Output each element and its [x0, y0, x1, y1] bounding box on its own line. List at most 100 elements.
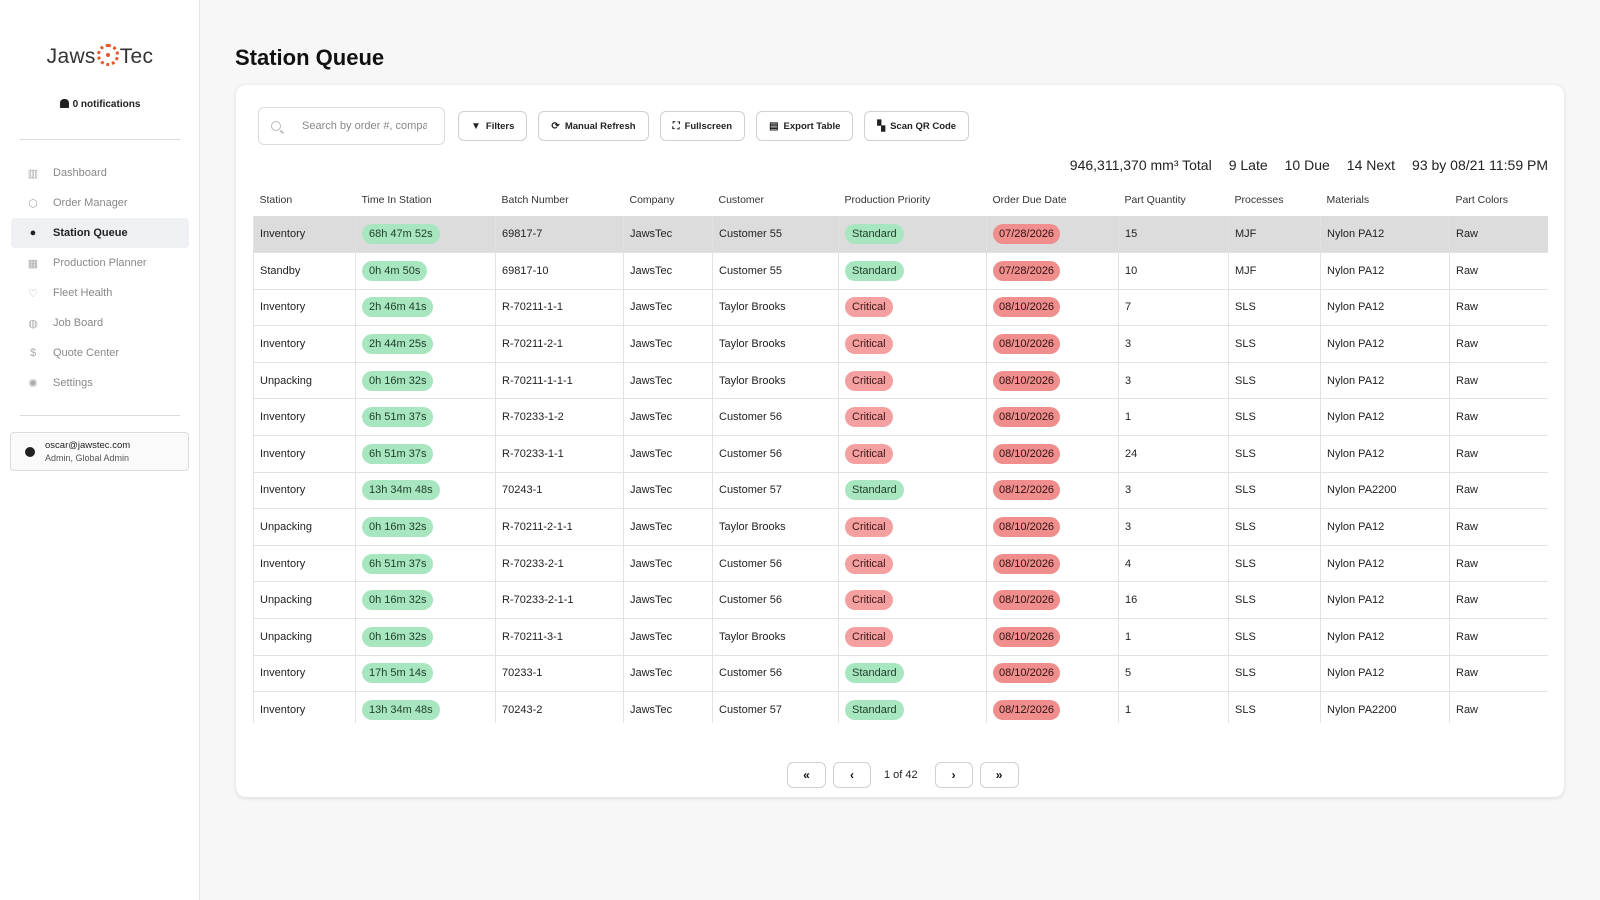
column-header-order-due-date[interactable]: Order Due Date: [986, 183, 1119, 216]
sidebar-item-job-board[interactable]: ◍ Job Board: [11, 308, 189, 338]
cell-company: JawsTec: [623, 655, 713, 693]
cell-priority: Standard: [838, 472, 987, 510]
cell-due: 08/10/2026: [986, 289, 1119, 327]
cell-station: Inventory: [253, 691, 356, 723]
fullscreen-button[interactable]: ⛶ Fullscreen: [659, 111, 746, 141]
cell-customer: Customer 56: [712, 435, 839, 473]
cell-customer: Taylor Brooks: [712, 325, 839, 363]
cell-process: SLS: [1228, 362, 1321, 400]
table-row[interactable]: Inventory 17h 5m 14s 70233-1 JawsTec Custome…: [253, 655, 1548, 693]
column-header-part-quantity[interactable]: Part Quantity: [1118, 183, 1229, 216]
cell-batch: R-70233-2-1: [495, 545, 624, 583]
summary-next: 14 Next: [1346, 157, 1396, 173]
cell-batch: 69817-7: [495, 216, 624, 254]
column-header-customer[interactable]: Customer: [712, 183, 839, 216]
toolbar: ▼ Filters ⟳ Manual Refresh ⛶ Fullscreen ▤ Ex…: [258, 107, 980, 145]
table-row[interactable]: Unpacking 0h 16m 32s R-70211-1-1-1 JawsTec T…: [253, 362, 1548, 400]
due-date-badge: 08/10/2026: [993, 663, 1061, 684]
sidebar-item-settings[interactable]: ✺ Settings: [11, 368, 189, 398]
time-in-station-badge: 0h 16m 32s: [362, 370, 434, 391]
table-row[interactable]: Inventory 6h 51m 37s R-70233-1-2 JawsTec Cus…: [253, 398, 1548, 437]
cell-due: 08/10/2026: [986, 618, 1119, 656]
table-row[interactable]: Standby 0h 4m 50s 69817-10 JawsTec Customer …: [253, 252, 1548, 290]
table-row[interactable]: Unpacking 0h 16m 32s R-70233-2-1-1 JawsTec C…: [253, 581, 1548, 620]
cell-process: MJF: [1228, 216, 1321, 254]
cell-due: 08/10/2026: [986, 508, 1119, 546]
cell-color: Raw: [1449, 252, 1548, 290]
cell-station: Unpacking: [253, 581, 356, 620]
table-row[interactable]: Inventory 2h 44m 25s R-70211-2-1 JawsTec Tay…: [253, 325, 1548, 363]
table-row[interactable]: Inventory 13h 34m 48s 70243-2 JawsTec Custom…: [253, 691, 1548, 723]
table-row[interactable]: Inventory 6h 51m 37s R-70233-2-1 JawsTec Cus…: [253, 545, 1548, 583]
cell-material: Nylon PA12: [1320, 581, 1450, 620]
search-box[interactable]: [258, 107, 445, 145]
search-input[interactable]: [302, 120, 427, 132]
cell-customer: Customer 56: [712, 398, 839, 437]
cell-material: Nylon PA12: [1320, 362, 1450, 400]
filters-button[interactable]: ▼ Filters: [458, 111, 528, 141]
gear-logo-icon: [96, 44, 119, 66]
prev-page-button[interactable]: ‹: [833, 762, 871, 788]
sidebar-item-fleet-health[interactable]: ♡ Fleet Health: [11, 278, 189, 308]
cell-customer: Customer 56: [712, 581, 839, 620]
user-card[interactable]: oscar@jawstec.com Admin, Global Admin: [10, 432, 189, 471]
column-header-time-in-station[interactable]: Time In Station: [355, 183, 496, 216]
pagination: « ‹ 1 of 42 › »: [787, 762, 1019, 788]
export-table-button[interactable]: ▤ Export Table: [756, 111, 854, 141]
sidebar-item-dashboard[interactable]: ▥ Dashboard: [11, 158, 189, 188]
column-header-part-colors[interactable]: Part Colors: [1449, 183, 1548, 216]
sidebar-item-quote-center[interactable]: $ Quote Center: [11, 338, 189, 368]
cell-process: SLS: [1228, 472, 1321, 510]
cell-customer: Taylor Brooks: [712, 362, 839, 400]
next-page-button[interactable]: ›: [934, 762, 973, 788]
table-row[interactable]: Inventory 68h 47m 52s 69817-7 JawsTec Custom…: [253, 216, 1548, 254]
column-header-station[interactable]: Station: [253, 183, 356, 216]
cell-time: 0h 16m 32s: [355, 618, 496, 656]
user-role: Admin, Global Admin: [45, 453, 130, 463]
notifications-link[interactable]: 0 notifications: [0, 99, 200, 110]
cell-company: JawsTec: [623, 508, 713, 546]
file-export-icon: ▤: [769, 120, 779, 132]
column-header-company[interactable]: Company: [623, 183, 713, 216]
table-row[interactable]: Inventory 6h 51m 37s R-70233-1-1 JawsTec Cus…: [253, 435, 1548, 473]
sidebar-item-order-manager[interactable]: ⬡ Order Manager: [11, 188, 189, 218]
cell-priority: Critical: [838, 508, 987, 546]
priority-badge: Critical: [845, 517, 893, 538]
sidebar-item-label: Fleet Health: [53, 287, 113, 299]
queue-table-scroll[interactable]: Station Time In Station Batch Number Compan…: [253, 183, 1548, 723]
queue-table: Station Time In Station Batch Number Compan…: [253, 183, 1548, 723]
column-header-materials[interactable]: Materials: [1320, 183, 1450, 216]
cell-material: Nylon PA12: [1320, 508, 1450, 546]
manual-refresh-button[interactable]: ⟳ Manual Refresh: [538, 111, 649, 141]
cell-qty: 1: [1118, 618, 1229, 656]
cell-color: Raw: [1449, 289, 1548, 327]
table-row[interactable]: Unpacking 0h 16m 32s R-70211-3-1 JawsTec Tay…: [253, 618, 1548, 656]
table-row[interactable]: Inventory 2h 46m 41s R-70211-1-1 JawsTec Tay…: [253, 289, 1548, 327]
column-header-batch-number[interactable]: Batch Number: [495, 183, 624, 216]
cell-material: Nylon PA12: [1320, 435, 1450, 473]
priority-badge: Standard: [845, 480, 904, 501]
cell-due: 08/10/2026: [986, 398, 1119, 437]
due-date-badge: 08/12/2026: [993, 700, 1061, 721]
cell-customer: Customer 55: [712, 252, 839, 290]
scan-qr-button[interactable]: ▚ Scan QR Code: [864, 111, 970, 141]
table-row[interactable]: Inventory 13h 34m 48s 70243-1 JawsTec Custom…: [253, 472, 1548, 510]
cell-company: JawsTec: [623, 618, 713, 656]
sidebar-item-station-queue[interactable]: ● Station Queue: [11, 218, 189, 248]
column-header-processes[interactable]: Processes: [1228, 183, 1321, 216]
priority-badge: Critical: [845, 553, 893, 574]
time-in-station-badge: 13h 34m 48s: [362, 700, 440, 721]
cell-material: Nylon PA2200: [1320, 472, 1450, 510]
cell-due: 07/28/2026: [986, 252, 1119, 290]
cell-batch: 69817-10: [495, 252, 624, 290]
column-header-production-priority[interactable]: Production Priority: [838, 183, 987, 216]
queue-card: ▼ Filters ⟳ Manual Refresh ⛶ Fullscreen ▤ Ex…: [236, 85, 1564, 797]
due-date-badge: 07/28/2026: [993, 224, 1061, 245]
first-page-button[interactable]: «: [787, 762, 826, 788]
last-page-button[interactable]: »: [979, 762, 1019, 788]
cell-qty: 24: [1118, 435, 1229, 473]
summary-total: 946,311,370 mm³ Total: [1069, 157, 1212, 173]
sidebar-item-production-planner[interactable]: ▦ Production Planner: [11, 248, 189, 278]
logo[interactable]: Jaws Tec: [0, 44, 200, 69]
table-row[interactable]: Unpacking 0h 16m 32s R-70211-2-1-1 JawsTec T…: [253, 508, 1548, 546]
